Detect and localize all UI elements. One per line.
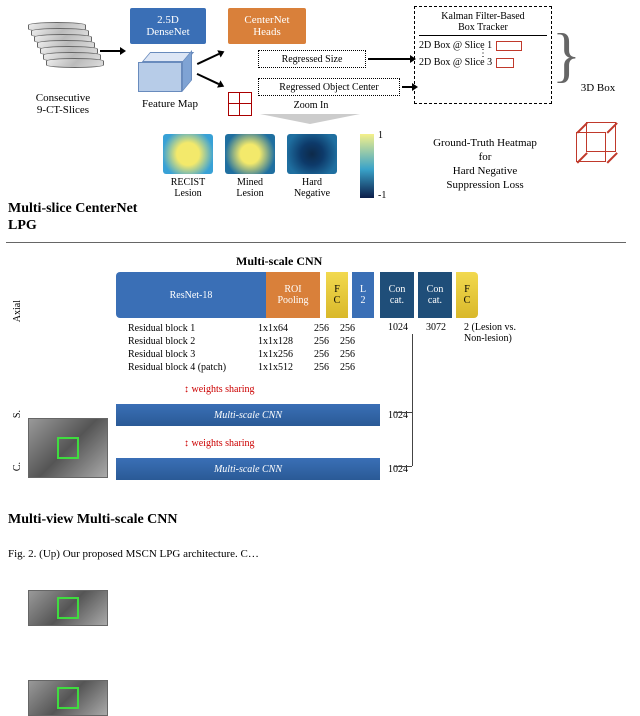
connector-line <box>394 466 412 467</box>
bottom-section-title: Multi-view Multi-scale CNN <box>8 512 178 528</box>
top-section-title: Multi-slice CenterNetLPG <box>8 200 137 234</box>
concat-block-2: Con cat. <box>418 272 452 318</box>
box-icon <box>496 41 522 51</box>
roi-box-icon <box>57 437 79 459</box>
ct-slices-label: Consecutive 9-CT-Slices <box>18 92 108 116</box>
connector-line <box>412 334 413 466</box>
brace-icon: } <box>552 30 581 80</box>
ct-l1: Consecutive <box>36 92 90 104</box>
l2-block: L 2 <box>352 272 374 318</box>
cube-3d-icon <box>576 122 618 164</box>
feature-map-icon <box>138 52 194 94</box>
kalman-tracker-box: Kalman Filter-BasedBox Tracker 2D Box @ … <box>414 6 552 104</box>
concat1-val: 1024 <box>388 322 408 333</box>
cor-mscnn-bar: Multi-scale CNN <box>116 458 380 480</box>
concat-block-1: Con cat. <box>380 272 414 318</box>
cor-patch-image <box>28 680 108 716</box>
arrow-icon <box>402 86 412 88</box>
fc2-block: F C <box>456 272 478 318</box>
heatmap-mined <box>225 134 275 174</box>
gt-heatmap-label: Ground-Truth Heatmap for Hard Negative S… <box>400 136 570 192</box>
weights-sharing-1: ↕ weights sharing <box>184 384 255 395</box>
roi-box-icon <box>57 597 79 619</box>
cbar-top: 1 <box>378 130 383 141</box>
sag-mscnn-bar: Multi-scale CNN <box>116 404 380 426</box>
axial-label: Axial <box>12 300 23 322</box>
heatmap-negative <box>287 134 337 174</box>
box-icon <box>496 58 514 68</box>
zoom-in-label: Zoom In <box>276 100 346 111</box>
cbar-bot: -1 <box>378 190 386 201</box>
box3d-label: 3D Box <box>572 82 624 94</box>
bottom-title: Multi-scale CNN <box>236 254 322 269</box>
arrow-icon <box>368 58 410 60</box>
size-icon <box>228 92 252 116</box>
pipeline-rows: Residual block 1 1x1x64 256 256 Residual… <box>128 322 364 374</box>
roi-pooling-block: ROI Pooling <box>266 272 320 318</box>
coronal-label: C. <box>12 462 23 471</box>
regressed-center: Regressed Object Center <box>258 78 400 96</box>
sagittal-label: S. <box>12 410 23 418</box>
heatmap-recist <box>163 134 213 174</box>
fc-block: F C <box>326 272 348 318</box>
weights-sharing-2: ↕ weights sharing <box>184 438 255 449</box>
connector-line <box>394 412 412 413</box>
axial-patch-image <box>28 418 108 478</box>
resnet-block: ResNet-18 <box>116 272 266 318</box>
arrow-icon <box>197 73 219 85</box>
regressed-size: Regressed Size <box>258 50 366 68</box>
figure-caption: Fig. 2. (Up) Our proposed MSCN LPG archi… <box>8 548 628 560</box>
concat2-val: 3072 <box>426 322 446 333</box>
slice-label: 2D Box @ Slice 3 <box>419 57 492 68</box>
roi-box-icon <box>57 687 79 709</box>
feature-map-label: Feature Map <box>128 98 212 110</box>
separator <box>6 242 626 243</box>
colorbar <box>360 134 374 198</box>
arrow-icon <box>100 50 120 52</box>
ct-l2: 9-CT-Slices <box>37 104 89 116</box>
arrow-icon <box>197 53 219 65</box>
ct-slices <box>28 22 100 82</box>
heatmap-row: RECISTLesion MinedLesion HardNegative <box>160 134 340 199</box>
fc-out-val: 2 (Lesion vs. Non-lesion) <box>464 322 554 344</box>
pipeline-bar: ResNet-18 ROI Pooling F C L 2 Con cat. C… <box>116 272 562 318</box>
sag-patch-image <box>28 590 108 626</box>
chevron-down-icon <box>260 114 360 124</box>
centernet-block: CenterNetHeads <box>228 8 306 44</box>
densenet-block: 2.5DDenseNet <box>130 8 206 44</box>
